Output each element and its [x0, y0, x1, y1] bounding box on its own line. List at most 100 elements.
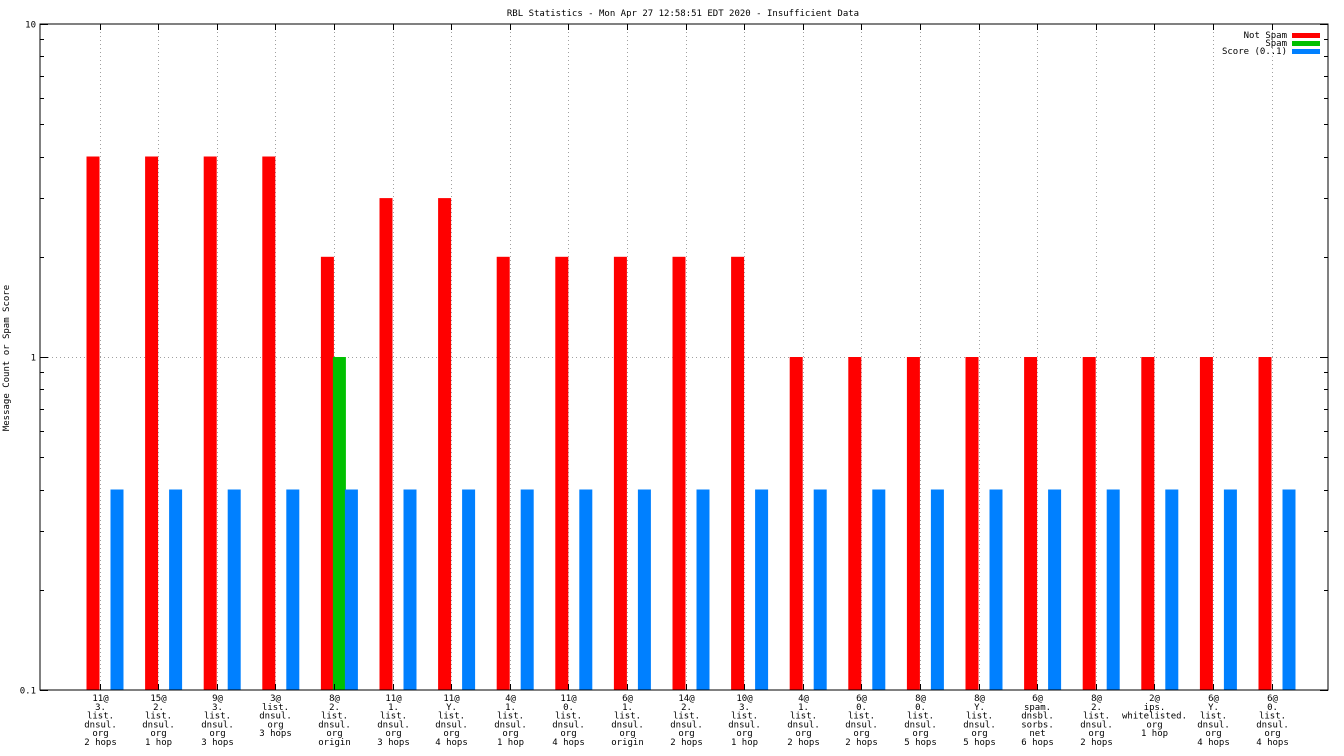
x-tick-label: 8@ 0. list. dnsul. org 5 hops [904, 694, 937, 748]
x-tick-label: 4@ 1. list. dnsul. org 2 hops [787, 694, 820, 748]
x-tick-label-line: org [971, 729, 987, 739]
score-bar [403, 489, 417, 690]
not-spam-bar [672, 256, 686, 690]
not-spam-bar [906, 357, 920, 690]
x-tick-label: 14@ 2. list. dnsul. org 2 hops [670, 694, 703, 748]
x-tick-label-line: org [912, 729, 928, 739]
x-tick-label-line: Y. [446, 703, 457, 713]
x-tick-label-line: list. [614, 712, 641, 722]
x-tick-label: 6@ Y. list. dnsul. org 4 hops [1197, 694, 1230, 748]
x-tick-label-line: 5 hops [963, 738, 996, 748]
x-tick-label-line: 2 hops [84, 738, 117, 748]
x-tick-label-line: 4@ [798, 694, 809, 704]
x-tick-label-line: list. [87, 712, 114, 722]
not-spam-bar [438, 198, 452, 690]
x-tick-label-line: list. [907, 712, 934, 722]
score-bar [227, 489, 241, 690]
chart-title: RBL Statistics - Mon Apr 27 12:58:51 EDT… [507, 9, 859, 19]
x-tick-label-line: net [1029, 729, 1045, 739]
x-tick-label-line: dnsbl. [1021, 712, 1054, 722]
x-tick-label-line: 3. [739, 703, 750, 713]
x-tick-label-line: list. [1200, 712, 1227, 722]
x-tick-label-line: 0. [563, 703, 574, 713]
x-tick-label-line: 1. [798, 703, 809, 713]
legend-label: Score (0..1) [1222, 47, 1287, 57]
x-tick-label-line: dnsul. [904, 720, 937, 730]
x-tick-label-line: org [1264, 729, 1280, 739]
x-tick-label-line: whitelisted. [1122, 712, 1187, 722]
legend-swatch [1292, 49, 1320, 54]
not-spam-bar [1024, 357, 1038, 690]
x-tick-label: 2@ ips. whitelisted. org 1 hop [1122, 694, 1187, 739]
x-tick-label-line: 4 hops [1256, 738, 1289, 748]
x-tick-label-line: 8@ [974, 694, 985, 704]
x-tick-label-line: origin [611, 738, 644, 748]
x-tick-label-line: dnsul. [845, 720, 878, 730]
score-bar [1223, 489, 1237, 690]
not-spam-bar [496, 256, 510, 690]
x-tick-label-line: 2 hops [845, 738, 878, 748]
y-axis-label: Message Count or Spam Score [2, 285, 12, 431]
x-tick-label: 6@ 0. list. dnsul. org 4 hops [1256, 694, 1289, 748]
x-tick-label-line: 0. [856, 703, 867, 713]
x-tick-label-line: 6 hops [1021, 738, 1054, 748]
x-tick-label: 8@ Y. list. dnsul. org 5 hops [963, 694, 996, 748]
x-tick-label-line: dnsul. [1256, 720, 1289, 730]
x-tick-label-line: 8@ [915, 694, 926, 704]
x-tick-label-line: 2. [681, 703, 692, 713]
legend-label: Not Spam [1244, 31, 1287, 41]
x-tick-label: 3@ list. dnsul. org 3 hops [259, 694, 292, 739]
x-tick-label-line: list. [848, 712, 875, 722]
x-tick-label-line: 3 hops [259, 729, 292, 739]
score-bar [813, 489, 827, 690]
x-tick-label-line: 6@ [1032, 694, 1043, 704]
x-tick-label-line: list. [1259, 712, 1286, 722]
x-tick-label: 6@ spam. dnsbl. sorbs. net 6 hops [1021, 694, 1054, 748]
x-tick-label-line: 4 hops [1197, 738, 1230, 748]
x-tick-label-line: 8@ [329, 694, 340, 704]
x-tick-label-line: 2. [329, 703, 340, 713]
x-tick-label: 11@ 3. list. dnsul. org 2 hops [84, 694, 117, 748]
x-tick-label-line: org [92, 729, 108, 739]
score-bar [286, 489, 300, 690]
x-tick-label-line: Y. [1208, 703, 1219, 713]
x-tick-label-line: 3 hops [201, 738, 234, 748]
x-tick-label-line: list. [555, 712, 582, 722]
x-tick-label-line: dnsul. [787, 720, 820, 730]
legend-swatch [1292, 41, 1320, 46]
x-tick-label-line: org [267, 720, 283, 730]
x-tick-label-line: 11@ [385, 694, 402, 704]
score-bar [872, 489, 886, 690]
x-tick-label: 4@ 1. list. dnsul. org 1 hop [494, 694, 527, 748]
x-tick-label-line: dnsul. [318, 720, 351, 730]
x-tick-label-line: 11@ [560, 694, 577, 704]
x-tick-label-line: 10@ [736, 694, 753, 704]
not-spam-bar [379, 198, 393, 690]
not-spam-bar [613, 256, 627, 690]
x-tick-label-line: Y. [974, 703, 985, 713]
x-tick-label: 11@ 0. list. dnsul. org 4 hops [552, 694, 585, 748]
x-tick-label-line: dnsul. [670, 720, 703, 730]
x-tick-label-line: list. [731, 712, 758, 722]
x-tick-label-line: list. [262, 703, 289, 713]
x-tick-label: 8@ 2. list. dnsul. org 2 hops [1080, 694, 1113, 748]
x-tick-label-line: 1 hop [145, 738, 172, 748]
x-tick-label-line: list. [380, 712, 407, 722]
score-bar [344, 489, 358, 690]
x-tick-label: 15@ 2. list. dnsul. org 1 hop [142, 694, 175, 748]
x-tick-label-line: 2. [1091, 703, 1102, 713]
score-bar [169, 489, 183, 690]
x-tick-label-line: 15@ [150, 694, 167, 704]
x-tick-label-line: dnsul. [1080, 720, 1113, 730]
score-bar [930, 489, 944, 690]
x-tick-label-line: 0. [1267, 703, 1278, 713]
x-tick-label-line: 8@ [1091, 694, 1102, 704]
x-tick-label-line: 1 hop [1141, 729, 1168, 739]
y-tick-label: 0.1 [20, 687, 36, 697]
x-tick-label-line: org [678, 729, 694, 739]
x-tick-label: 6@ 0. list. dnsul. org 2 hops [845, 694, 878, 748]
x-tick-label-line: 6@ [856, 694, 867, 704]
x-tick-label-line: org [502, 729, 518, 739]
